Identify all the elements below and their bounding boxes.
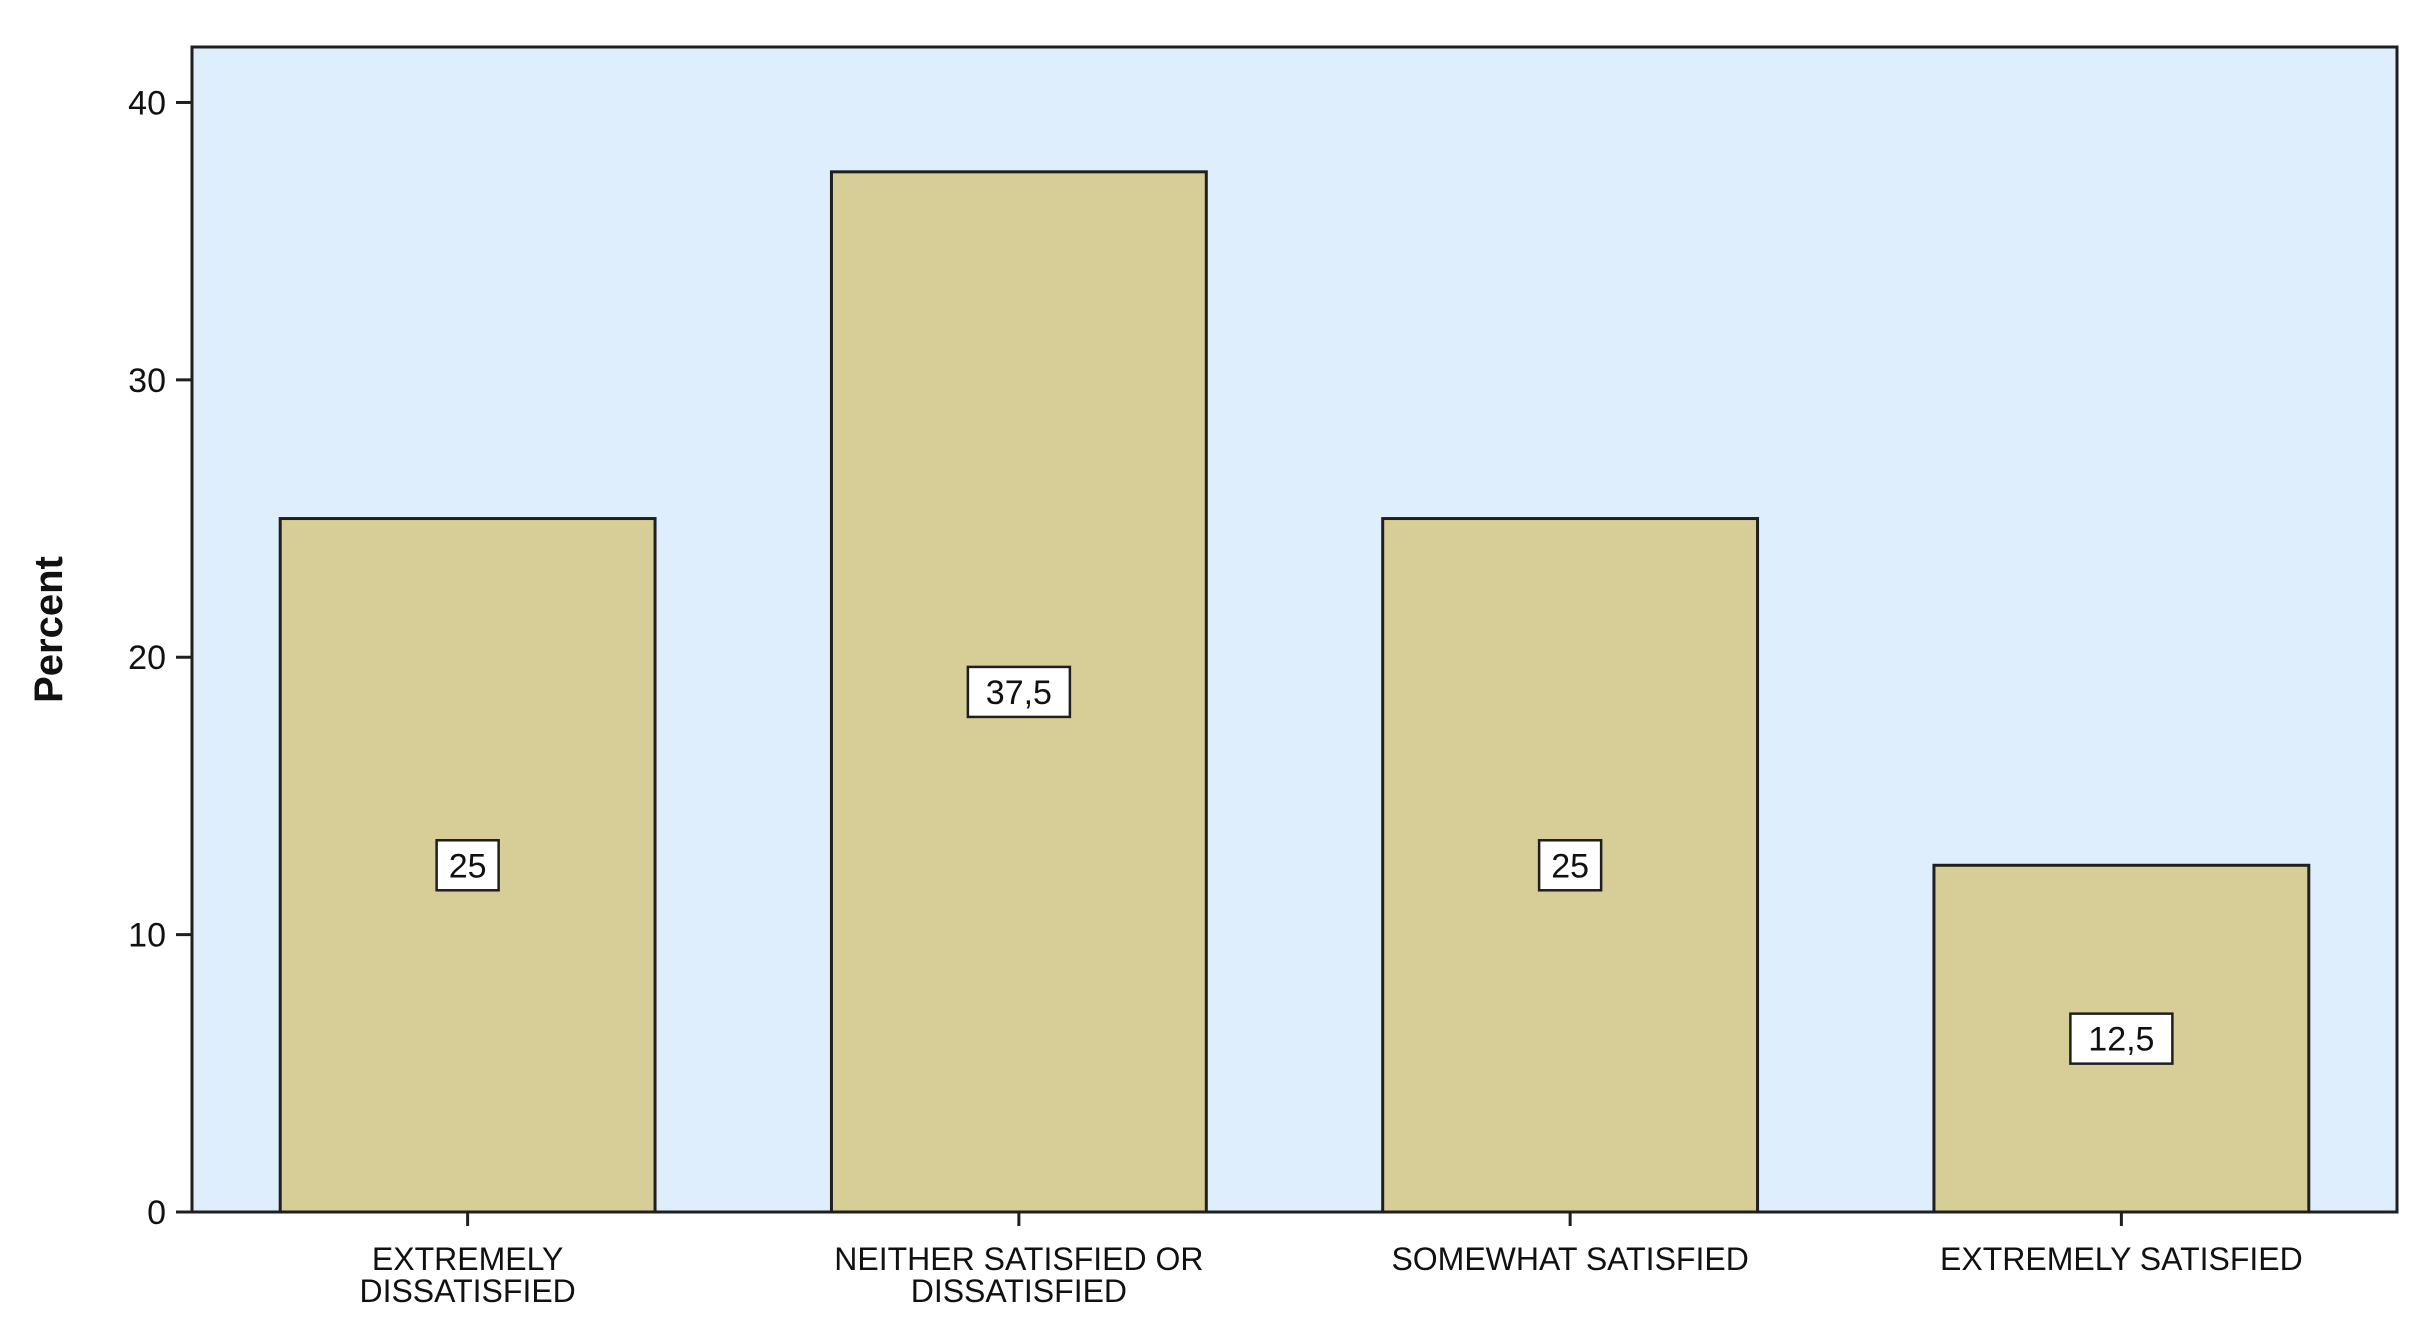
x-tick-label: EXTREMELY SATISFIED bbox=[1940, 1241, 2303, 1277]
y-tick-label: 30 bbox=[128, 362, 166, 400]
bars: 25 37,5 25 12,5 bbox=[278, 170, 2311, 1214]
x-axis-labels: EXTREMELY DISSATISFIED NEITHER SATISFIED O… bbox=[359, 1212, 2303, 1309]
y-tick-label: 20 bbox=[128, 639, 166, 677]
data-label-box bbox=[1537, 839, 1603, 892]
y-axis-ticks: 0 10 20 30 40 bbox=[128, 84, 192, 1232]
y-tick-label: 10 bbox=[128, 917, 166, 955]
data-label-box bbox=[2069, 1012, 2174, 1065]
data-label-box bbox=[966, 665, 1072, 719]
y-tick-label: 40 bbox=[128, 84, 166, 122]
y-tick-label: 0 bbox=[147, 1194, 166, 1232]
data-label: 37,5 bbox=[986, 674, 1052, 712]
x-tick-label: EXTREMELY DISSATISFIED bbox=[359, 1241, 575, 1309]
data-label: 12,5 bbox=[2088, 1021, 2154, 1059]
x-tick-label: SOMEWHAT SATISFIED bbox=[1391, 1241, 1748, 1277]
data-label-box bbox=[435, 839, 500, 892]
data-label: 25 bbox=[1551, 847, 1589, 885]
x-tick-label: NEITHER SATISFIED OR DISSATISFIED bbox=[834, 1241, 1203, 1309]
data-label: 25 bbox=[449, 847, 487, 885]
y-axis-title: Percent bbox=[27, 556, 71, 703]
